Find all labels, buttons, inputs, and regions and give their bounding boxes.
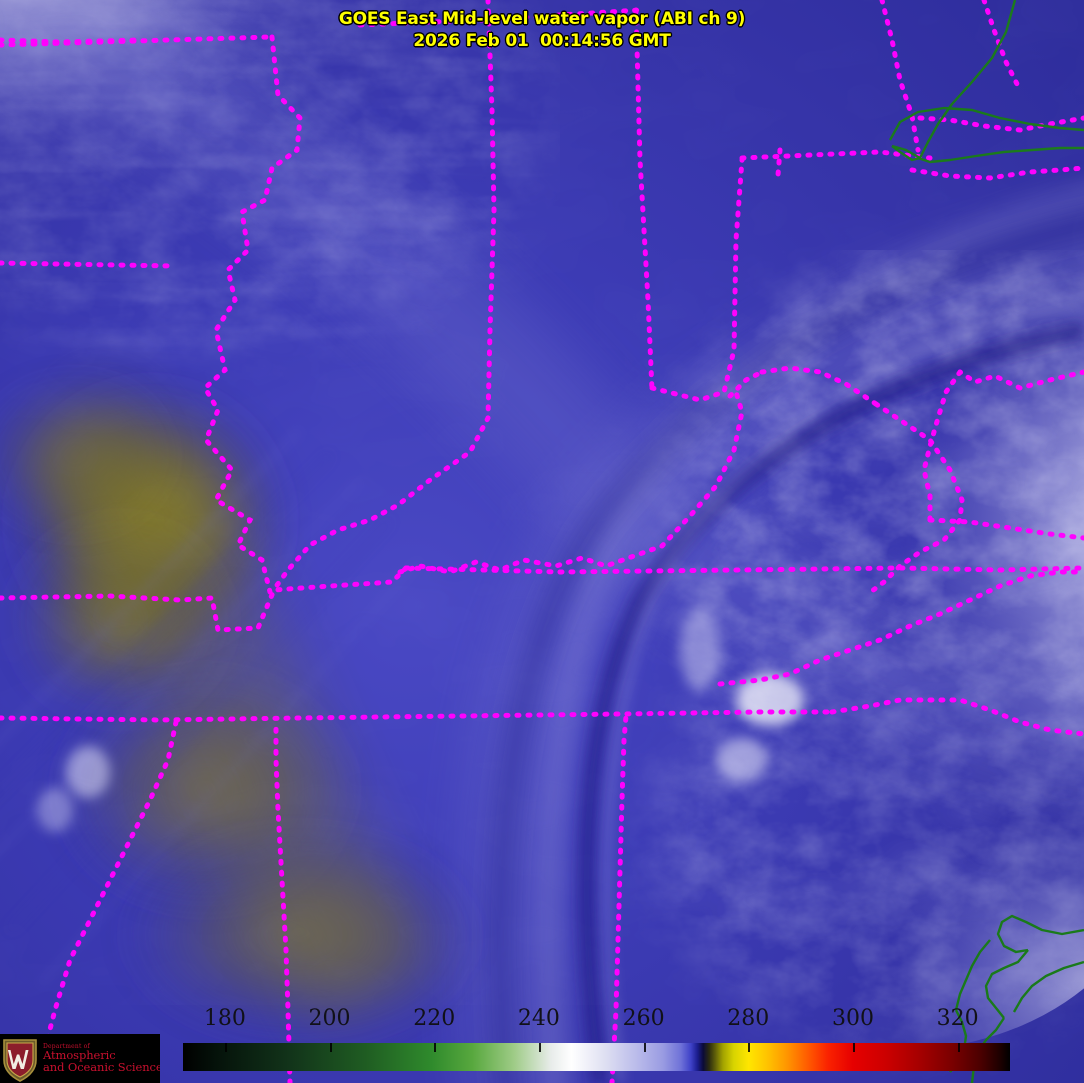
institution-logo: Department of Atmospheric and Oceanic Sc…	[0, 1034, 160, 1083]
colorbar-tick-mark	[329, 1043, 332, 1052]
logo-line-department: Department of	[43, 1042, 90, 1050]
colorbar-tick-mark	[748, 1043, 751, 1052]
colorbar-tick-label: 220	[413, 1006, 456, 1031]
colorbar-tick-label: 300	[831, 1006, 874, 1031]
logo-line-oceanic: and Oceanic Sciences	[43, 1059, 160, 1074]
colorbar-tick-label: 180	[203, 1006, 246, 1031]
colorbar-tick-label: 320	[936, 1006, 979, 1031]
colorbar-tick-mark	[643, 1043, 646, 1052]
colorbar-tick-mark	[224, 1043, 227, 1052]
colorbar-gradient	[183, 1043, 1010, 1071]
uw-crest-icon	[1, 1036, 39, 1082]
colorbar-tick-mark	[434, 1043, 437, 1052]
colorbar: 180 200 220 240 260 280 300 320	[0, 1000, 1084, 1083]
colorbar-tick-mark	[852, 1043, 855, 1052]
logo-text-block: Department of Atmospheric and Oceanic Sc…	[43, 1042, 160, 1074]
logo-line-atmospheric: Atmospheric	[43, 1047, 116, 1062]
colorbar-tick-label: 280	[727, 1006, 770, 1031]
sensor-noise	[0, 0, 1084, 1005]
colorbar-tick-label: 200	[308, 1006, 351, 1031]
colorbar-tick-label: 260	[622, 1006, 665, 1031]
colorbar-tick-label: 240	[517, 1006, 560, 1031]
colorbar-tick-mark	[957, 1043, 960, 1052]
colorbar-tick-mark	[538, 1043, 541, 1052]
colorbar-tick-labels: 180 200 220 240 260 280 300 320	[0, 1000, 1084, 1038]
